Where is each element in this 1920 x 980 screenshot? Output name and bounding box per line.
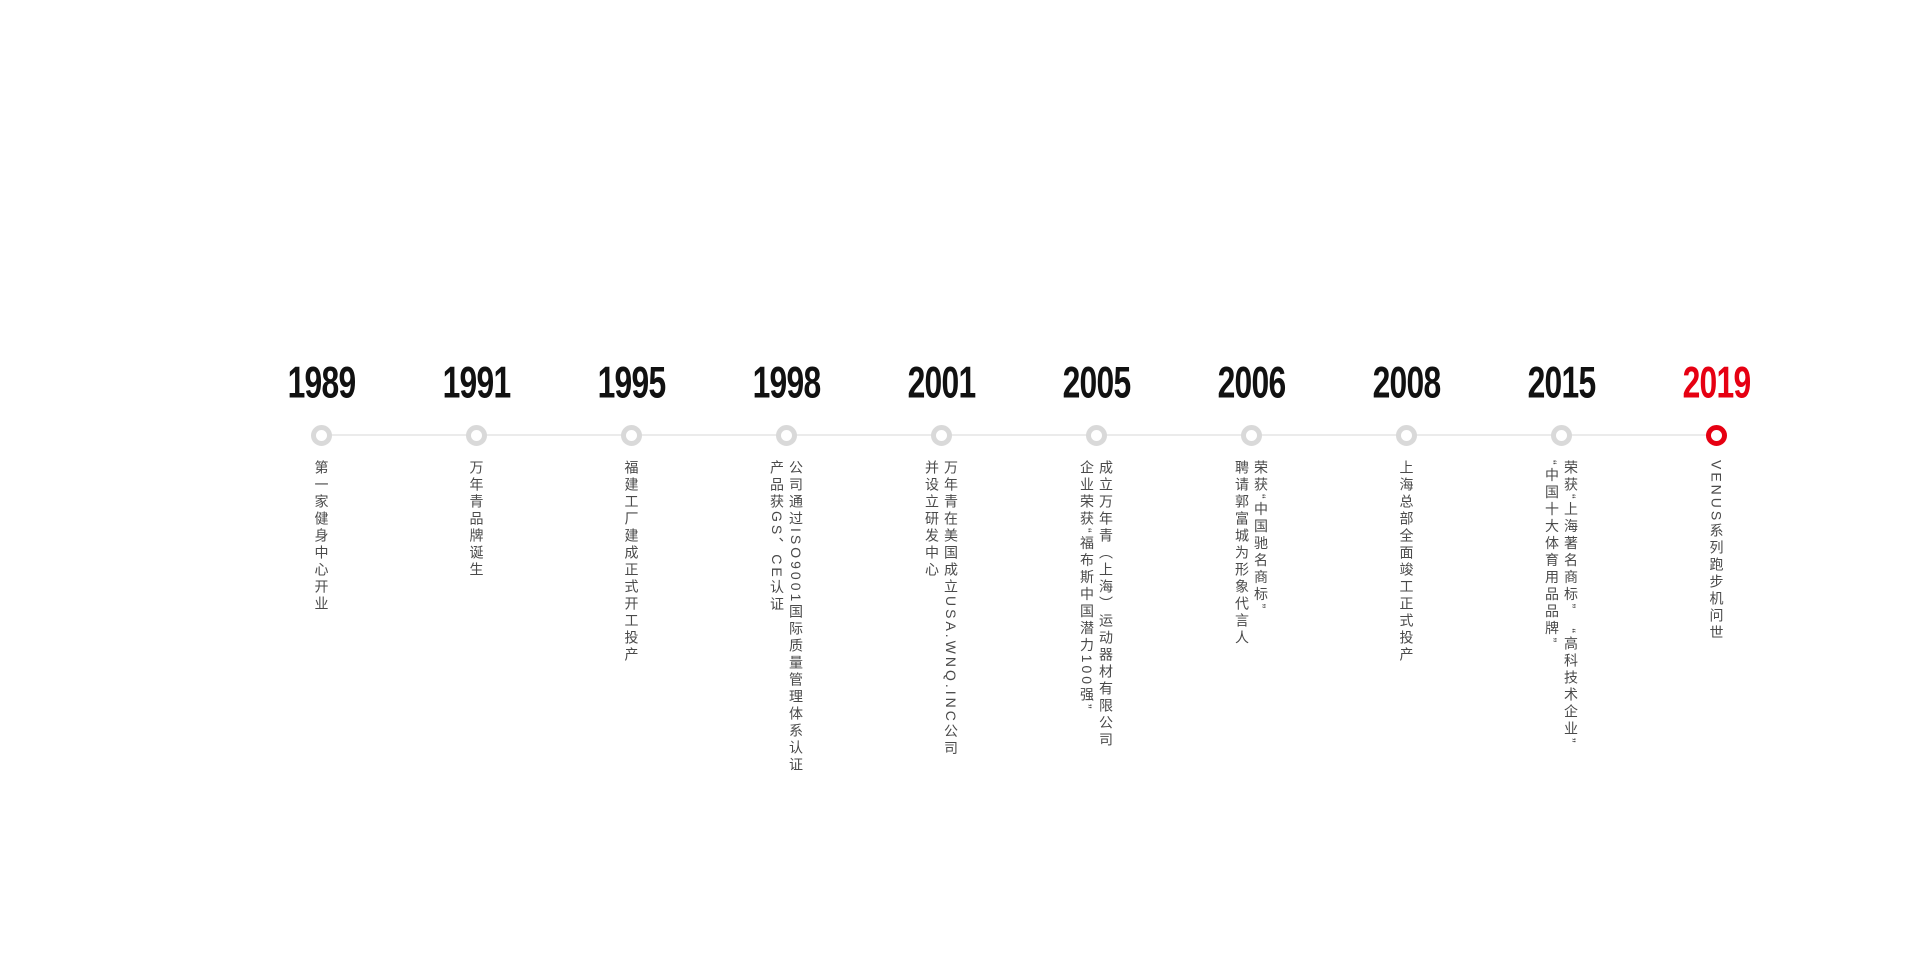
milestone-text: 第一家健身中心开业	[313, 460, 330, 613]
timeline-node	[1086, 425, 1107, 446]
milestone-text: 荣获“上海著名商标” “高科技术企业”	[1563, 460, 1579, 746]
timeline-item-1998: 1998 公司通过ISO9001国际质量管理体系认证 产品获GS、CE认证	[709, 358, 864, 940]
milestone-description: 成立万年青（上海）运动器材有限公司 企业荣获“福布斯中国潜力100强”	[1019, 460, 1174, 795]
milestone-text: 企业荣获“福布斯中国潜力100强”	[1079, 460, 1095, 712]
timeline-node	[621, 425, 642, 446]
milestone-text: 上海总部全面竣工正式投产	[1398, 460, 1415, 664]
timeline-item-1995: 1995 福建工厂建成正式开工投产	[554, 358, 709, 940]
milestone-description: 荣获“上海著名商标” “高科技术企业” “中国十大体育用品品牌”	[1484, 460, 1639, 795]
milestone-text: 福建工厂建成正式开工投产	[623, 460, 640, 664]
timeline-node	[1396, 425, 1417, 446]
milestone-text: 万年青品牌诞生	[468, 460, 485, 579]
timeline-year: 2015	[1527, 358, 1597, 408]
timeline-node	[931, 425, 952, 446]
timeline-item-2006: 2006 荣获“中国驰名商标” 聘请郭富城为形象代言人	[1174, 358, 1329, 940]
timeline-item-2019: 2019 VENUS系列跑步机问世	[1639, 358, 1794, 940]
timeline-node	[1241, 425, 1262, 446]
milestone-text: 产品获GS、CE认证	[769, 460, 785, 614]
timeline-item-1991: 1991 万年青品牌诞生	[399, 358, 554, 940]
timeline-axis	[322, 434, 1717, 436]
timeline-year: 1991	[442, 358, 512, 408]
timeline-year-active: 2019	[1682, 358, 1752, 408]
timeline-item-2008: 2008 上海总部全面竣工正式投产	[1329, 358, 1484, 940]
timeline-year: 2006	[1217, 358, 1287, 408]
timeline-items: 1989 第一家健身中心开业 1991 万年青品牌诞生 1995 福建	[244, 358, 1794, 940]
milestone-description: 万年青在美国成立USA.WNQ.INC公司 并设立研发中心	[864, 460, 1019, 795]
milestone-description: 荣获“中国驰名商标” 聘请郭富城为形象代言人	[1174, 460, 1329, 795]
timeline-item-2015: 2015 荣获“上海著名商标” “高科技术企业” “中国十大体育用品品牌”	[1484, 358, 1639, 940]
timeline-year: 2005	[1062, 358, 1132, 408]
timeline-item-2001: 2001 万年青在美国成立USA.WNQ.INC公司 并设立研发中心	[864, 358, 1019, 940]
timeline-year: 1998	[752, 358, 822, 408]
milestone-text: 并设立研发中心	[924, 460, 940, 579]
milestone-description: 公司通过ISO9001国际质量管理体系认证 产品获GS、CE认证	[709, 460, 864, 795]
milestone-text: 荣获“中国驰名商标”	[1253, 460, 1269, 612]
timeline-year: 2001	[907, 358, 977, 408]
timeline-node	[466, 425, 487, 446]
milestone-description: VENUS系列跑步机问世	[1639, 460, 1794, 795]
milestone-text: 成立万年青（上海）运动器材有限公司	[1098, 460, 1114, 749]
timeline-item-2005: 2005 成立万年青（上海）运动器材有限公司 企业荣获“福布斯中国潜力100强”	[1019, 358, 1174, 940]
milestone-text: VENUS系列跑步机问世	[1708, 460, 1725, 643]
milestone-description: 福建工厂建成正式开工投产	[554, 460, 709, 795]
timeline-node-active	[1706, 425, 1727, 446]
timeline-year: 1989	[287, 358, 357, 408]
timeline-year: 2008	[1372, 358, 1442, 408]
milestone-text: “中国十大体育用品品牌”	[1544, 460, 1560, 646]
milestone-text: 聘请郭富城为形象代言人	[1234, 460, 1250, 647]
timeline-item-1989: 1989 第一家健身中心开业	[244, 358, 399, 940]
milestone-description: 第一家健身中心开业	[244, 460, 399, 795]
milestone-text: 万年青在美国成立USA.WNQ.INC公司	[943, 460, 959, 758]
timeline-year: 1995	[597, 358, 667, 408]
milestone-description: 万年青品牌诞生	[399, 460, 554, 795]
timeline-node	[1551, 425, 1572, 446]
milestone-text: 公司通过ISO9001国际质量管理体系认证	[788, 460, 804, 775]
timeline-node	[311, 425, 332, 446]
timeline-node	[776, 425, 797, 446]
milestone-description: 上海总部全面竣工正式投产	[1329, 460, 1484, 795]
